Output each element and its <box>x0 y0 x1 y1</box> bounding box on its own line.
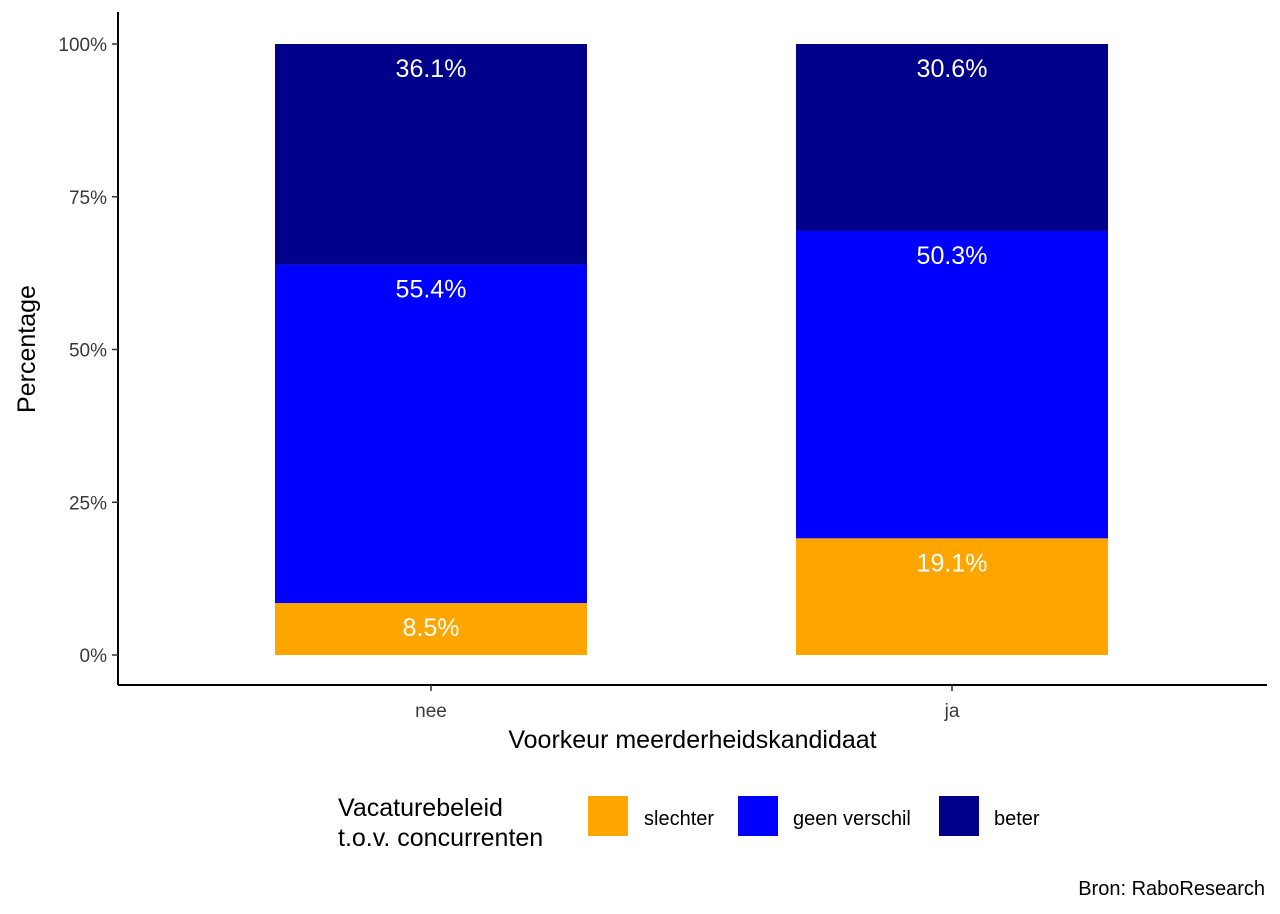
y-tick-label: 75% <box>69 188 107 209</box>
legend-title-line: t.o.v. concurrenten <box>338 824 543 852</box>
legend-title-line: Vacaturebeleid <box>338 794 503 822</box>
bar-labels-layer: 8.5% 55.4% 36.1% 19.1% 50.3% 30.6% <box>396 55 988 642</box>
bar-segment-ja-beter <box>796 44 1108 231</box>
legend-label: slechter <box>644 808 714 830</box>
legend-label: beter <box>994 808 1040 830</box>
bar-value-label: 8.5% <box>403 614 460 642</box>
bar-value-label: 55.4% <box>396 276 467 304</box>
source-caption: Bron: RaboResearch <box>1078 878 1265 900</box>
bar-segment-nee-geen-verschil <box>275 264 587 604</box>
legend-title: Vacaturebeleid t.o.v. concurrenten <box>338 794 543 852</box>
bar-value-label: 36.1% <box>396 55 467 83</box>
bar-segment-nee-beter <box>275 44 587 265</box>
bar-value-label: 30.6% <box>917 55 988 83</box>
y-tick-label: 25% <box>69 493 107 514</box>
legend-key-geen-verschil <box>738 796 778 836</box>
bar-value-label: 50.3% <box>917 242 988 270</box>
bar-value-label: 19.1% <box>917 549 988 577</box>
axes-layer: 0% 25% 50% 75% 100% nee ja Voorkeur meerderheid… <box>13 12 1267 754</box>
x-tick-label: ja <box>944 701 960 722</box>
legend-key-beter <box>939 796 979 836</box>
y-tick-label: 0% <box>80 646 108 667</box>
bar-segment-ja-geen-verschil <box>796 230 1108 539</box>
y-tick-label: 50% <box>69 341 107 362</box>
legend: Vacaturebeleid t.o.v. concurrenten slechte… <box>338 794 1040 852</box>
x-tick-label: nee <box>415 701 447 722</box>
bar-segment-nee-slechter <box>275 603 587 655</box>
legend-label: geen verschil <box>793 808 911 830</box>
y-tick-label: 100% <box>58 35 107 56</box>
y-axis-title: Percentage <box>13 285 41 413</box>
legend-key-slechter <box>588 796 628 836</box>
bar-segment-ja-slechter <box>796 538 1108 655</box>
x-axis-title: Voorkeur meerderheidskandidaat <box>508 726 876 754</box>
bars-layer <box>275 44 1108 655</box>
